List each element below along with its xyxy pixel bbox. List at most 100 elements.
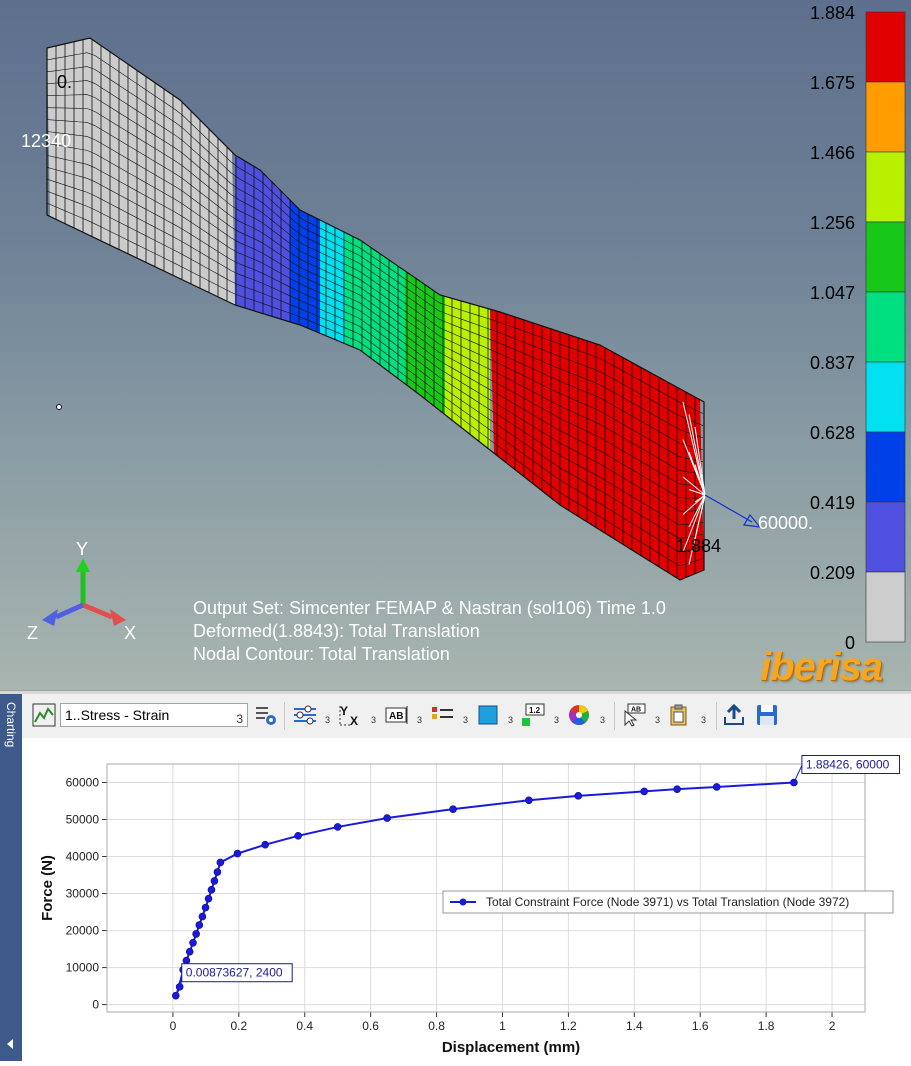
count-label: 3: [701, 715, 707, 725]
rigid-element-line: [682, 494, 706, 515]
legend-swatch: [865, 151, 906, 223]
contour-band: [290, 200, 320, 334]
series-point: [210, 877, 219, 885]
info-contour: Nodal Contour: Total Translation: [193, 644, 450, 664]
x-tick-label: 1: [499, 1019, 506, 1033]
legend-label: 0.419: [809, 493, 855, 513]
fe-model-mesh[interactable]: [0, 0, 911, 690]
legend-series-name: Total Constraint Force (Node 3971) vs To…: [486, 895, 849, 909]
gear-list-icon[interactable]: [254, 702, 278, 728]
legend-icon[interactable]: [430, 702, 456, 728]
x-tick-label: 1.4: [626, 1019, 643, 1033]
x-tick-label: 0.6: [362, 1019, 379, 1033]
chart-selector-count: 3: [236, 712, 243, 726]
pointer-label-icon[interactable]: AB: [622, 702, 648, 728]
mesh-line: [46, 131, 704, 487]
rigid-element-line: [688, 494, 706, 528]
annotation-box: [801, 755, 900, 775]
series-point: [171, 991, 180, 1000]
square-fill-icon[interactable]: [476, 702, 500, 728]
color-wheel-icon[interactable]: [567, 702, 591, 728]
triad-z-head: [42, 609, 58, 626]
series-point: [383, 814, 391, 822]
count-label: 3: [325, 715, 331, 725]
charting-side-tab[interactable]: Charting: [0, 694, 22, 1061]
count-label: 3: [371, 715, 377, 725]
series-point: [712, 783, 721, 791]
panel-splitter[interactable]: [0, 690, 911, 695]
rigid-element-line: [688, 489, 706, 496]
node-label-right: 1.884: [676, 536, 722, 556]
value-label-icon[interactable]: 1.2: [520, 702, 546, 728]
y-axis-title: Force (N): [39, 855, 56, 921]
series-point: [192, 930, 200, 938]
count-label: 3: [655, 715, 661, 725]
info-deformed: Deformed(1.8843): Total Translation: [193, 621, 480, 641]
series-point: [185, 947, 194, 956]
model-viewport[interactable]: 0. 12340 1.884 60000. Y X Z Output Set: …: [0, 0, 911, 690]
legend-marker-sample: [459, 898, 467, 906]
svg-text:Y: Y: [340, 704, 348, 718]
contour-band: [490, 309, 704, 580]
mesh-line: [46, 190, 704, 553]
mesh-line: [46, 202, 704, 567]
sliders-icon[interactable]: [292, 702, 318, 728]
x-axis-title: Displacement (mm): [442, 1039, 580, 1056]
triad-y-head: [76, 558, 90, 572]
force-displacement-chart[interactable]: 0 0.2 0.4 0.6 0.8 1 1.2 1.4 1.6 1.8 2 0 10000 20000 30…: [22, 738, 911, 1061]
clipboard-icon[interactable]: [667, 702, 691, 728]
chart-canvas[interactable]: 0 0.2 0.4 0.6 0.8 1 1.2 1.4 1.6 1.8 2 0 10000 20000 30…: [22, 738, 911, 1061]
legend-label: 1.675: [809, 73, 855, 93]
y-tick-label: 20000: [66, 924, 100, 938]
legend-swatch: [865, 221, 906, 293]
chart-type-icon[interactable]: [32, 702, 56, 728]
rigid-element-line: [682, 476, 706, 496]
series-point: [525, 796, 533, 805]
export-icon[interactable]: [722, 702, 746, 728]
y-tick-label: 0: [92, 998, 99, 1012]
count-label: 3: [554, 715, 560, 725]
x-tick-label: 1.2: [560, 1019, 577, 1033]
plot-area-border: [106, 763, 866, 1013]
contour-band: [345, 232, 405, 384]
collapse-arrow-icon[interactable]: [7, 1039, 13, 1049]
legend-swatch: [865, 291, 906, 363]
series-point: [182, 956, 191, 965]
legend-swatch: [865, 361, 906, 433]
legend-label: 0.628: [809, 423, 855, 443]
series-point: [198, 912, 207, 921]
legend-label: 1.256: [809, 213, 855, 233]
rigid-element-line: [694, 464, 706, 496]
count-label: 3: [417, 715, 423, 725]
legend-swatch: [865, 11, 906, 83]
annotation-leader: [793, 765, 803, 783]
legend-label: 0.837: [809, 353, 855, 373]
rigid-element-line: [694, 426, 706, 496]
rigid-element-line: [682, 401, 706, 496]
triad-z-axis: [54, 602, 85, 620]
series-point: [213, 868, 222, 876]
legend-label: 0.209: [809, 563, 855, 583]
series-point: [261, 840, 269, 849]
count-label: 3: [508, 715, 514, 725]
series-point: [574, 792, 583, 800]
load-arrow-shaft: [704, 494, 753, 523]
rigid-element-line: [688, 414, 706, 496]
load-value-label: 60000.: [758, 513, 814, 533]
save-icon[interactable]: [755, 702, 779, 728]
x-tick-label: 0.2: [230, 1019, 247, 1033]
legend-box: [442, 890, 894, 914]
y-tick-label: 10000: [66, 961, 100, 975]
ab-text-icon[interactable]: AB: [384, 702, 410, 728]
side-tab-label: Charting: [4, 702, 18, 748]
mesh-group: [46, 37, 762, 581]
mesh-line: [46, 155, 704, 512]
svg-text:X: X: [350, 714, 358, 727]
annotation-label: 0.00873627, 2400: [186, 966, 283, 980]
count-label: 3: [600, 715, 606, 725]
legend-label: 1.466: [809, 143, 855, 163]
chart-selector[interactable]: 1..Stress - Strain 3: [60, 703, 248, 727]
y-tick-label: 40000: [66, 850, 100, 864]
